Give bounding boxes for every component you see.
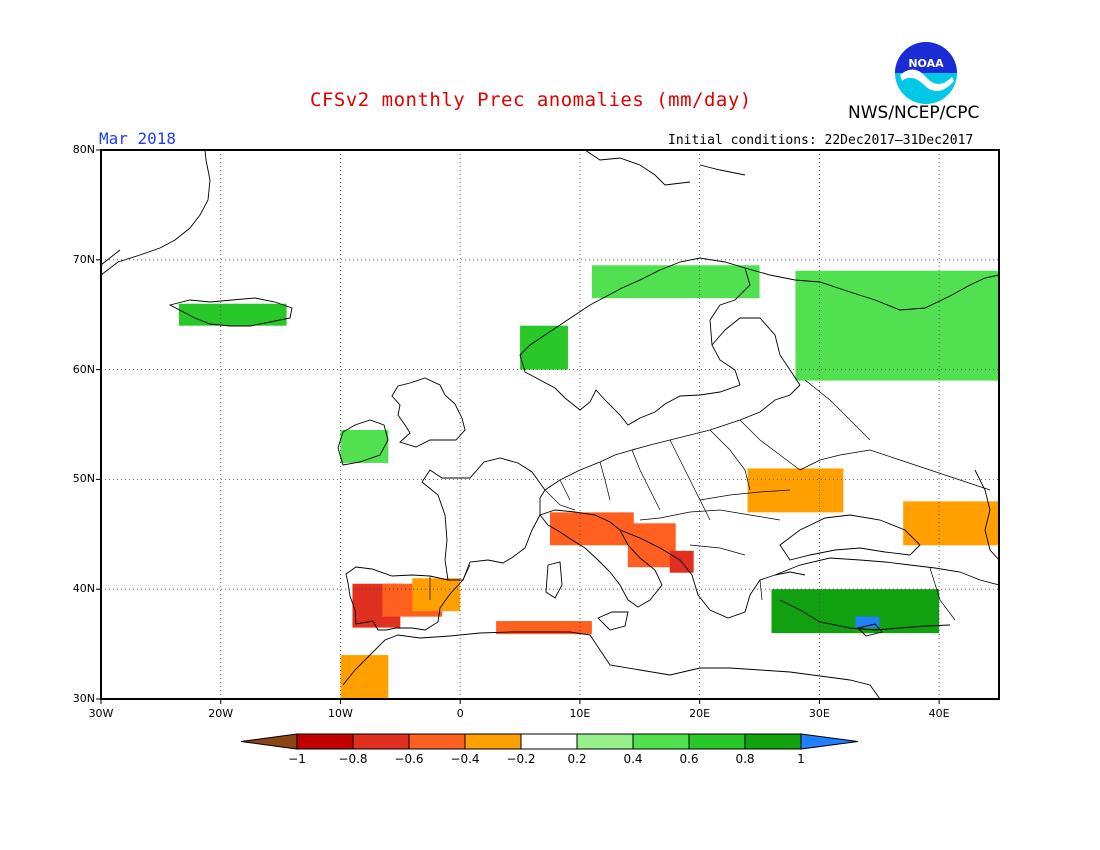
org-name: NWS/NCEP/CPC bbox=[848, 103, 980, 123]
lon-label: 10W bbox=[328, 707, 353, 720]
colorbar-bin bbox=[576, 733, 634, 750]
coast-svalbard bbox=[584, 150, 746, 186]
country-borders bbox=[429, 379, 991, 621]
colorbar-label: 1 bbox=[797, 752, 805, 766]
coast-north-africa bbox=[342, 631, 881, 699]
colorbar-label: 0.6 bbox=[679, 752, 699, 766]
lon-label: 30W bbox=[88, 707, 114, 720]
lat-label: 80N bbox=[72, 143, 95, 156]
colorbar-label: −1 bbox=[288, 752, 306, 766]
anomaly-cell bbox=[747, 468, 844, 513]
anomaly-cell bbox=[550, 512, 634, 546]
lat-label: 60N bbox=[72, 362, 95, 376]
coast-sardinia bbox=[545, 561, 563, 599]
anomaly-cell bbox=[591, 265, 760, 299]
map-title: CFSv2 monthly Prec anomalies (mm/day) bbox=[310, 89, 752, 111]
colorbar-label: 0.8 bbox=[735, 752, 755, 766]
lon-label: 30E bbox=[808, 707, 830, 720]
coastline-layer bbox=[101, 150, 999, 699]
colorbar-label: 0.4 bbox=[623, 752, 643, 766]
noaa-logo: NOAA bbox=[895, 42, 957, 104]
anomaly-cell bbox=[771, 589, 940, 634]
coast-balkans bbox=[619, 529, 806, 619]
axis-ticks bbox=[96, 149, 940, 704]
colorbar-bin bbox=[744, 733, 802, 750]
coast-black-sea bbox=[779, 514, 921, 561]
colorbar-label: −0.2 bbox=[506, 752, 536, 766]
coast-britain bbox=[391, 377, 466, 448]
colorbar-high-arrow bbox=[800, 733, 859, 750]
anomaly-cell bbox=[178, 303, 287, 326]
lon-label: 10E bbox=[569, 707, 591, 720]
coast-caspian bbox=[974, 469, 999, 561]
colorbar-bin bbox=[296, 733, 354, 750]
colorbar-label: −0.8 bbox=[338, 752, 368, 766]
lon-label: 0 bbox=[456, 707, 464, 720]
coast-italy bbox=[539, 509, 663, 608]
colorbar-low-arrow bbox=[240, 733, 298, 750]
colorbar-bin bbox=[408, 733, 466, 750]
coast-scandinavia bbox=[519, 257, 751, 426]
coast-iberia bbox=[345, 566, 465, 631]
anomaly-cell bbox=[520, 325, 568, 370]
coast-iceland bbox=[168, 297, 293, 327]
colorbar-bin bbox=[688, 733, 746, 750]
lon-label: 20W bbox=[208, 707, 234, 720]
colorbar-bin bbox=[632, 733, 690, 750]
colorbar-label: −0.6 bbox=[394, 752, 424, 766]
coast-greenland bbox=[101, 150, 211, 276]
map-frame bbox=[100, 149, 1000, 700]
anomaly-cell bbox=[855, 616, 880, 628]
initial-conditions: Initial conditions: 22Dec2017–31Dec2017 bbox=[668, 133, 974, 148]
anomaly-cell bbox=[903, 501, 999, 546]
lat-label: 50N bbox=[72, 472, 95, 486]
lon-label: 20E bbox=[689, 707, 711, 720]
lat-label: 30N bbox=[72, 692, 95, 705]
anomaly-cell bbox=[340, 429, 389, 463]
colorbar bbox=[240, 733, 859, 750]
colorbar-label: −0.4 bbox=[450, 752, 480, 766]
coast-sicily bbox=[597, 611, 629, 631]
anomaly-cell bbox=[496, 621, 592, 635]
colorbar-label: 0.2 bbox=[567, 752, 587, 766]
anomaly-cell bbox=[795, 270, 999, 381]
lon-label: 40E bbox=[928, 707, 950, 720]
coast-finland-russia bbox=[711, 267, 999, 386]
colorbar-bin bbox=[464, 733, 522, 750]
forecast-month: Mar 2018 bbox=[99, 129, 177, 148]
coast-cyprus bbox=[857, 623, 883, 637]
lat-label: 70N bbox=[72, 252, 95, 266]
coast-ireland bbox=[337, 419, 389, 466]
anomaly-cell bbox=[412, 578, 461, 612]
lat-label: 40N bbox=[72, 582, 95, 596]
anomaly-cell bbox=[340, 655, 389, 699]
graticule bbox=[101, 150, 999, 699]
anomaly-cell bbox=[627, 523, 676, 568]
coast-france bbox=[421, 457, 546, 581]
colorbar-bin bbox=[520, 733, 578, 750]
colorbar-bin bbox=[352, 733, 410, 750]
coast-turkey bbox=[774, 557, 999, 631]
noaa-logo-text: NOAA bbox=[908, 57, 944, 70]
